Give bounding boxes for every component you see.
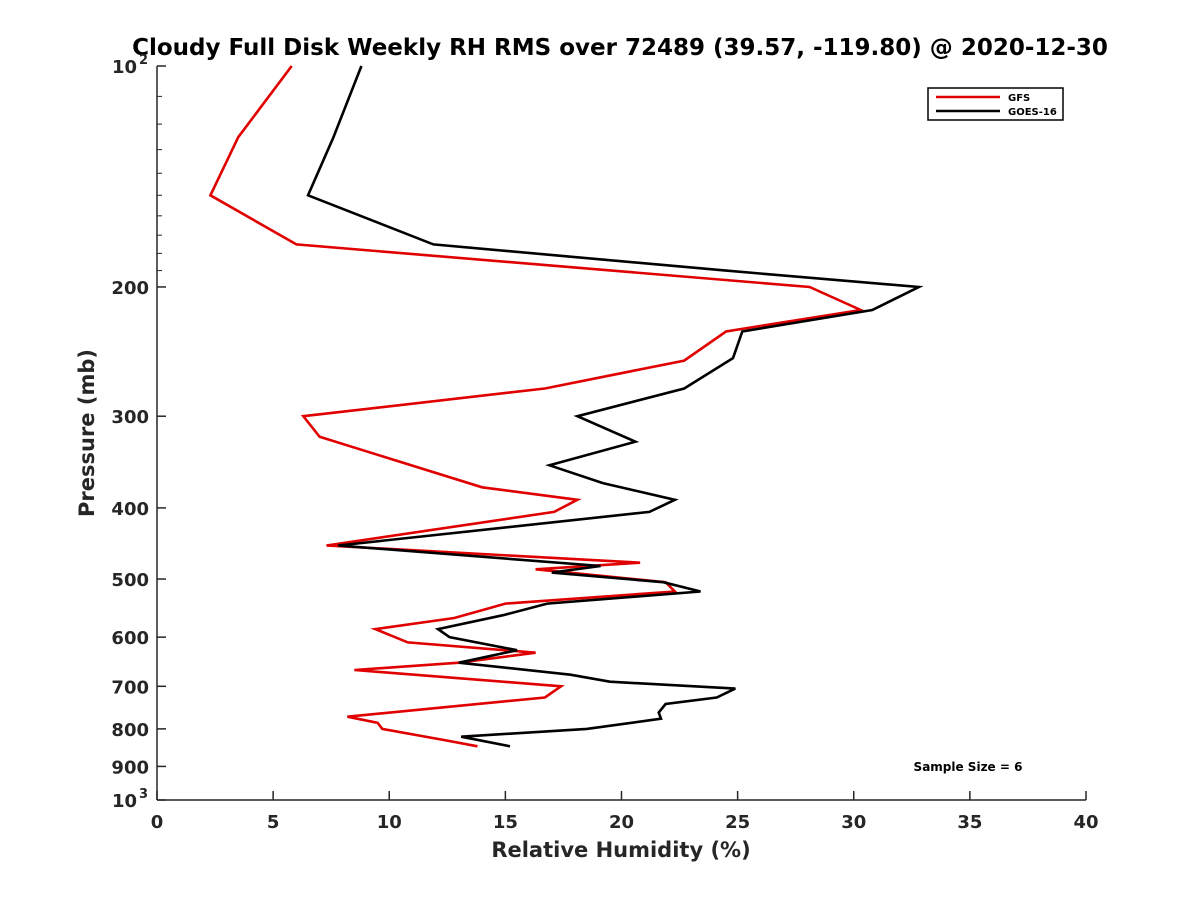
chart-title: Cloudy Full Disk Weekly RH RMS over 7248… <box>132 35 1108 61</box>
legend-box <box>927 87 1064 121</box>
sample-size-note: Sample Size = 6 <box>914 760 1023 774</box>
y-axis-label: Pressure (mb) <box>75 349 99 517</box>
x-axis-label: Relative Humidity (%) <box>491 838 750 862</box>
y-tick-exponent: 2 <box>139 53 148 68</box>
x-tick-label: 5 <box>267 812 280 833</box>
y-tick-label: 900 <box>111 757 149 778</box>
y-tick-label: 300 <box>111 407 149 428</box>
series-line-gfs <box>208 65 866 748</box>
y-tick-label: 10 <box>112 791 137 812</box>
legend: GFS GOES-16 <box>927 87 1064 121</box>
y-tick-label: 400 <box>111 499 149 520</box>
y-tick-label: 10 <box>112 57 137 78</box>
y-tick-exponent: 3 <box>139 787 148 802</box>
x-tick-label: 25 <box>725 812 750 833</box>
y-tick-label: 800 <box>111 720 149 741</box>
x-tick-label: 20 <box>609 812 634 833</box>
legend-label: GOES-16 <box>1008 107 1057 118</box>
series-line-goes-16 <box>306 65 924 748</box>
y-tick-label: 700 <box>111 677 149 698</box>
y-tick-label: 500 <box>111 570 149 591</box>
x-tick-label: 35 <box>957 812 982 833</box>
x-tick-label: 40 <box>1073 812 1098 833</box>
y-tick-label: 200 <box>111 278 149 299</box>
y-tick-label: 600 <box>111 628 149 649</box>
legend-label: GFS <box>1008 93 1030 104</box>
series-layer <box>208 65 924 748</box>
x-tick-label: 10 <box>377 812 402 833</box>
x-tick-label: 0 <box>151 812 164 833</box>
x-tick-label: 15 <box>493 812 518 833</box>
x-tick-label: 30 <box>841 812 866 833</box>
